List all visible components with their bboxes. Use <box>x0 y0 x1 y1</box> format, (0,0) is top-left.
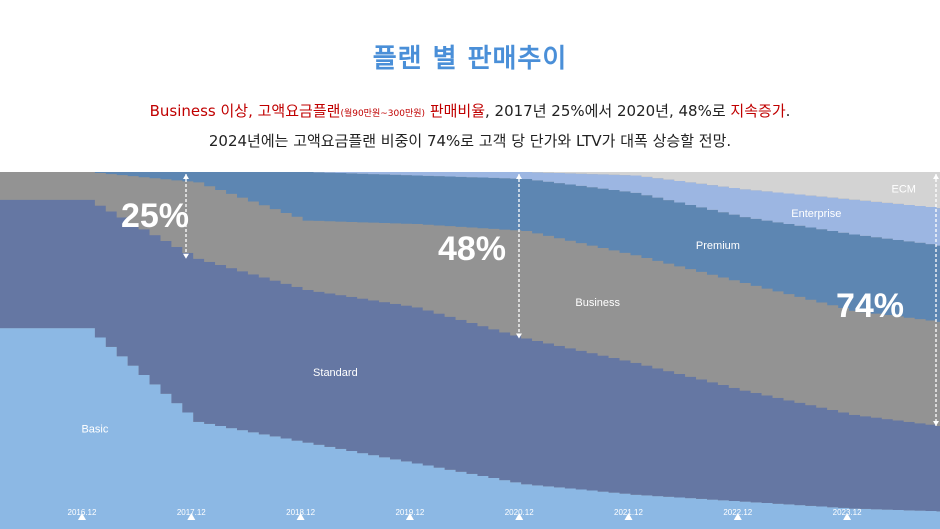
x-tick-label: 2022.12 <box>723 508 752 517</box>
x-tick-label: 2019.12 <box>395 508 424 517</box>
subtitle-line-2: 2024년에는 고액요금플랜 비중이 74%로 고객 당 단가와 LTV가 대폭… <box>208 132 732 150</box>
annotation-arrowhead <box>516 174 522 179</box>
annotation-arrowhead <box>933 174 939 179</box>
annotation-percent: 48% <box>438 230 506 268</box>
axis-strip <box>0 519 940 529</box>
area-business <box>0 172 940 519</box>
tick-marker <box>733 513 742 520</box>
chart-areas <box>0 172 940 529</box>
tick-marker <box>405 513 414 520</box>
annotation-percent: 25% <box>121 197 189 235</box>
subtitle-highlight-2: 판매비율 <box>425 102 486 120</box>
annotation-arrowhead <box>183 174 189 179</box>
tick-marker <box>78 513 86 520</box>
series-labels: Basic Standard Business Premium Enterprise EC… <box>81 183 915 435</box>
subtitle-highlight-1: Business 이상, 고액요금플랜 <box>149 102 341 120</box>
x-tick-label: 2021.12 <box>614 508 643 517</box>
annotation-arrowhead <box>516 333 522 339</box>
annotations: 25% 48% 74% <box>121 174 939 427</box>
annotation-arrowhead <box>183 253 189 259</box>
series-label-enterprise: Enterprise <box>791 208 841 220</box>
x-axis-ticks: 2016.12 2017.12 2018.12 2019.12 2020.12 2021.… <box>68 508 862 520</box>
series-label-basic: Basic <box>81 423 108 435</box>
area-enterprise <box>0 172 940 519</box>
series-label-standard: Standard <box>313 367 358 379</box>
x-tick-label: 2020.12 <box>505 508 534 517</box>
series-label-premium: Premium <box>696 240 740 252</box>
tick-marker <box>624 513 633 520</box>
subtitle-price-range: (월90만원~300만원) <box>340 109 426 119</box>
series-label-ecm: ECM <box>892 183 916 195</box>
annotation-arrowhead <box>933 421 939 427</box>
subtitle-text-1: , 2017년 25%에서 2020년, 48%로 <box>485 102 731 120</box>
x-tick-label: 2017.12 <box>177 508 206 517</box>
annotation-percent: 74% <box>836 287 904 325</box>
subtitle-line-1: Business 이상, 고액요금플랜(월90만원~300만원) 판매비율, 2… <box>0 100 940 121</box>
area-basic <box>0 328 940 519</box>
area-standard <box>0 199 940 519</box>
tick-marker <box>296 513 305 520</box>
tick-marker <box>843 513 852 520</box>
subtitle-highlight-3: 지속증가 <box>730 102 786 120</box>
tick-marker <box>515 513 524 520</box>
tick-marker <box>187 513 196 520</box>
subtitle-text-2: . <box>785 102 791 120</box>
series-label-business: Business <box>575 297 620 309</box>
x-tick-label: 2016.12 <box>68 508 97 517</box>
stacked-area-chart: Basic Standard Business Premium Enterprise EC… <box>0 172 940 529</box>
area-premium <box>0 172 940 519</box>
x-tick-label: 2023.12 <box>833 508 862 517</box>
x-tick-label: 2018.12 <box>286 508 315 517</box>
chart-title: 플랜 별 판매추이 <box>372 44 568 74</box>
